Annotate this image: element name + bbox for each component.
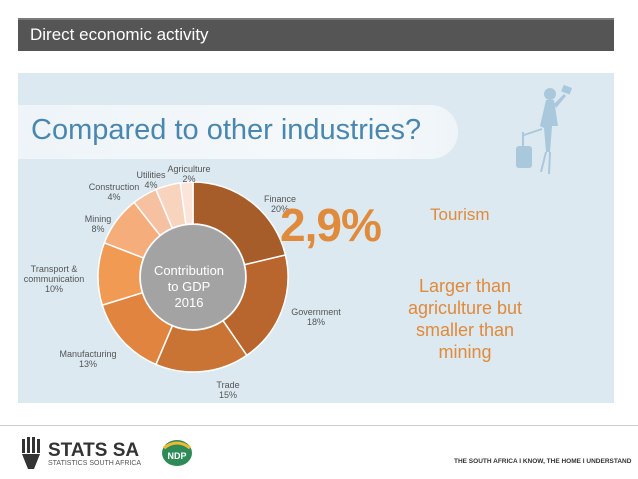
slice-value-label: 13%	[79, 359, 97, 369]
slice-value-label: 2%	[182, 174, 195, 184]
center-label-line-3: 2016	[175, 295, 204, 310]
question-banner: Compared to other industries?	[18, 105, 458, 159]
slice-value-label: 20%	[271, 204, 289, 214]
tourism-comparison: Larger than agriculture but smaller than…	[396, 275, 534, 363]
tourism-label: Tourism	[430, 205, 490, 224]
tourism-share-value: 2,9%	[280, 199, 382, 251]
slice-name-label: Transport &	[31, 264, 78, 274]
stats-sa-logo-text: STATS SA	[48, 440, 140, 461]
comparison-line: mining	[438, 342, 492, 362]
comparison-line: Larger than	[418, 276, 512, 296]
stats-sa-logo-subtitle: STATISTICS SOUTH AFRICA	[48, 460, 142, 467]
footer-divider	[0, 425, 638, 426]
slide-title: Direct economic activity	[30, 25, 209, 44]
slice-name-label: communication	[24, 274, 85, 284]
traveller-silhouette-icon	[516, 84, 573, 174]
slice-value-label: 15%	[219, 390, 237, 400]
slice-name-label: Utilities	[136, 170, 166, 180]
donut-slice-agriculture	[179, 181, 194, 226]
slide-title-bar: Direct economic activity	[18, 18, 614, 51]
stats-sa-logo-icon	[22, 437, 40, 469]
center-label-line-2: to GDP	[168, 279, 211, 294]
slice-value-label: 18%	[307, 317, 325, 327]
comparison-line: smaller than	[415, 320, 515, 340]
center-label-line-1: Contribution	[154, 263, 224, 278]
question-text: Compared to other industries?	[31, 114, 422, 146]
slice-value-label: 4%	[107, 192, 120, 202]
ndp-logo-icon: NDP	[162, 440, 192, 466]
slice-name-label: Manufacturing	[59, 349, 116, 359]
slice-name-label: Agriculture	[167, 164, 210, 174]
slice-name-label: Construction	[89, 182, 140, 192]
slice-value-label: 10%	[45, 284, 63, 294]
slice-value-label: 4%	[144, 180, 157, 190]
slice-name-label: Trade	[216, 380, 239, 390]
comparison-line: agriculture but	[407, 298, 523, 318]
slice-value-label: 8%	[91, 224, 104, 234]
slice-name-label: Government	[291, 307, 341, 317]
donut-center	[141, 225, 245, 329]
ndp-logo-text: NDP	[167, 451, 186, 461]
slice-name-label: Mining	[85, 214, 112, 224]
footer-tagline: THE SOUTH AFRICA I KNOW, THE HOME I UNDE…	[454, 458, 632, 465]
slice-name-label: Finance	[264, 194, 296, 204]
